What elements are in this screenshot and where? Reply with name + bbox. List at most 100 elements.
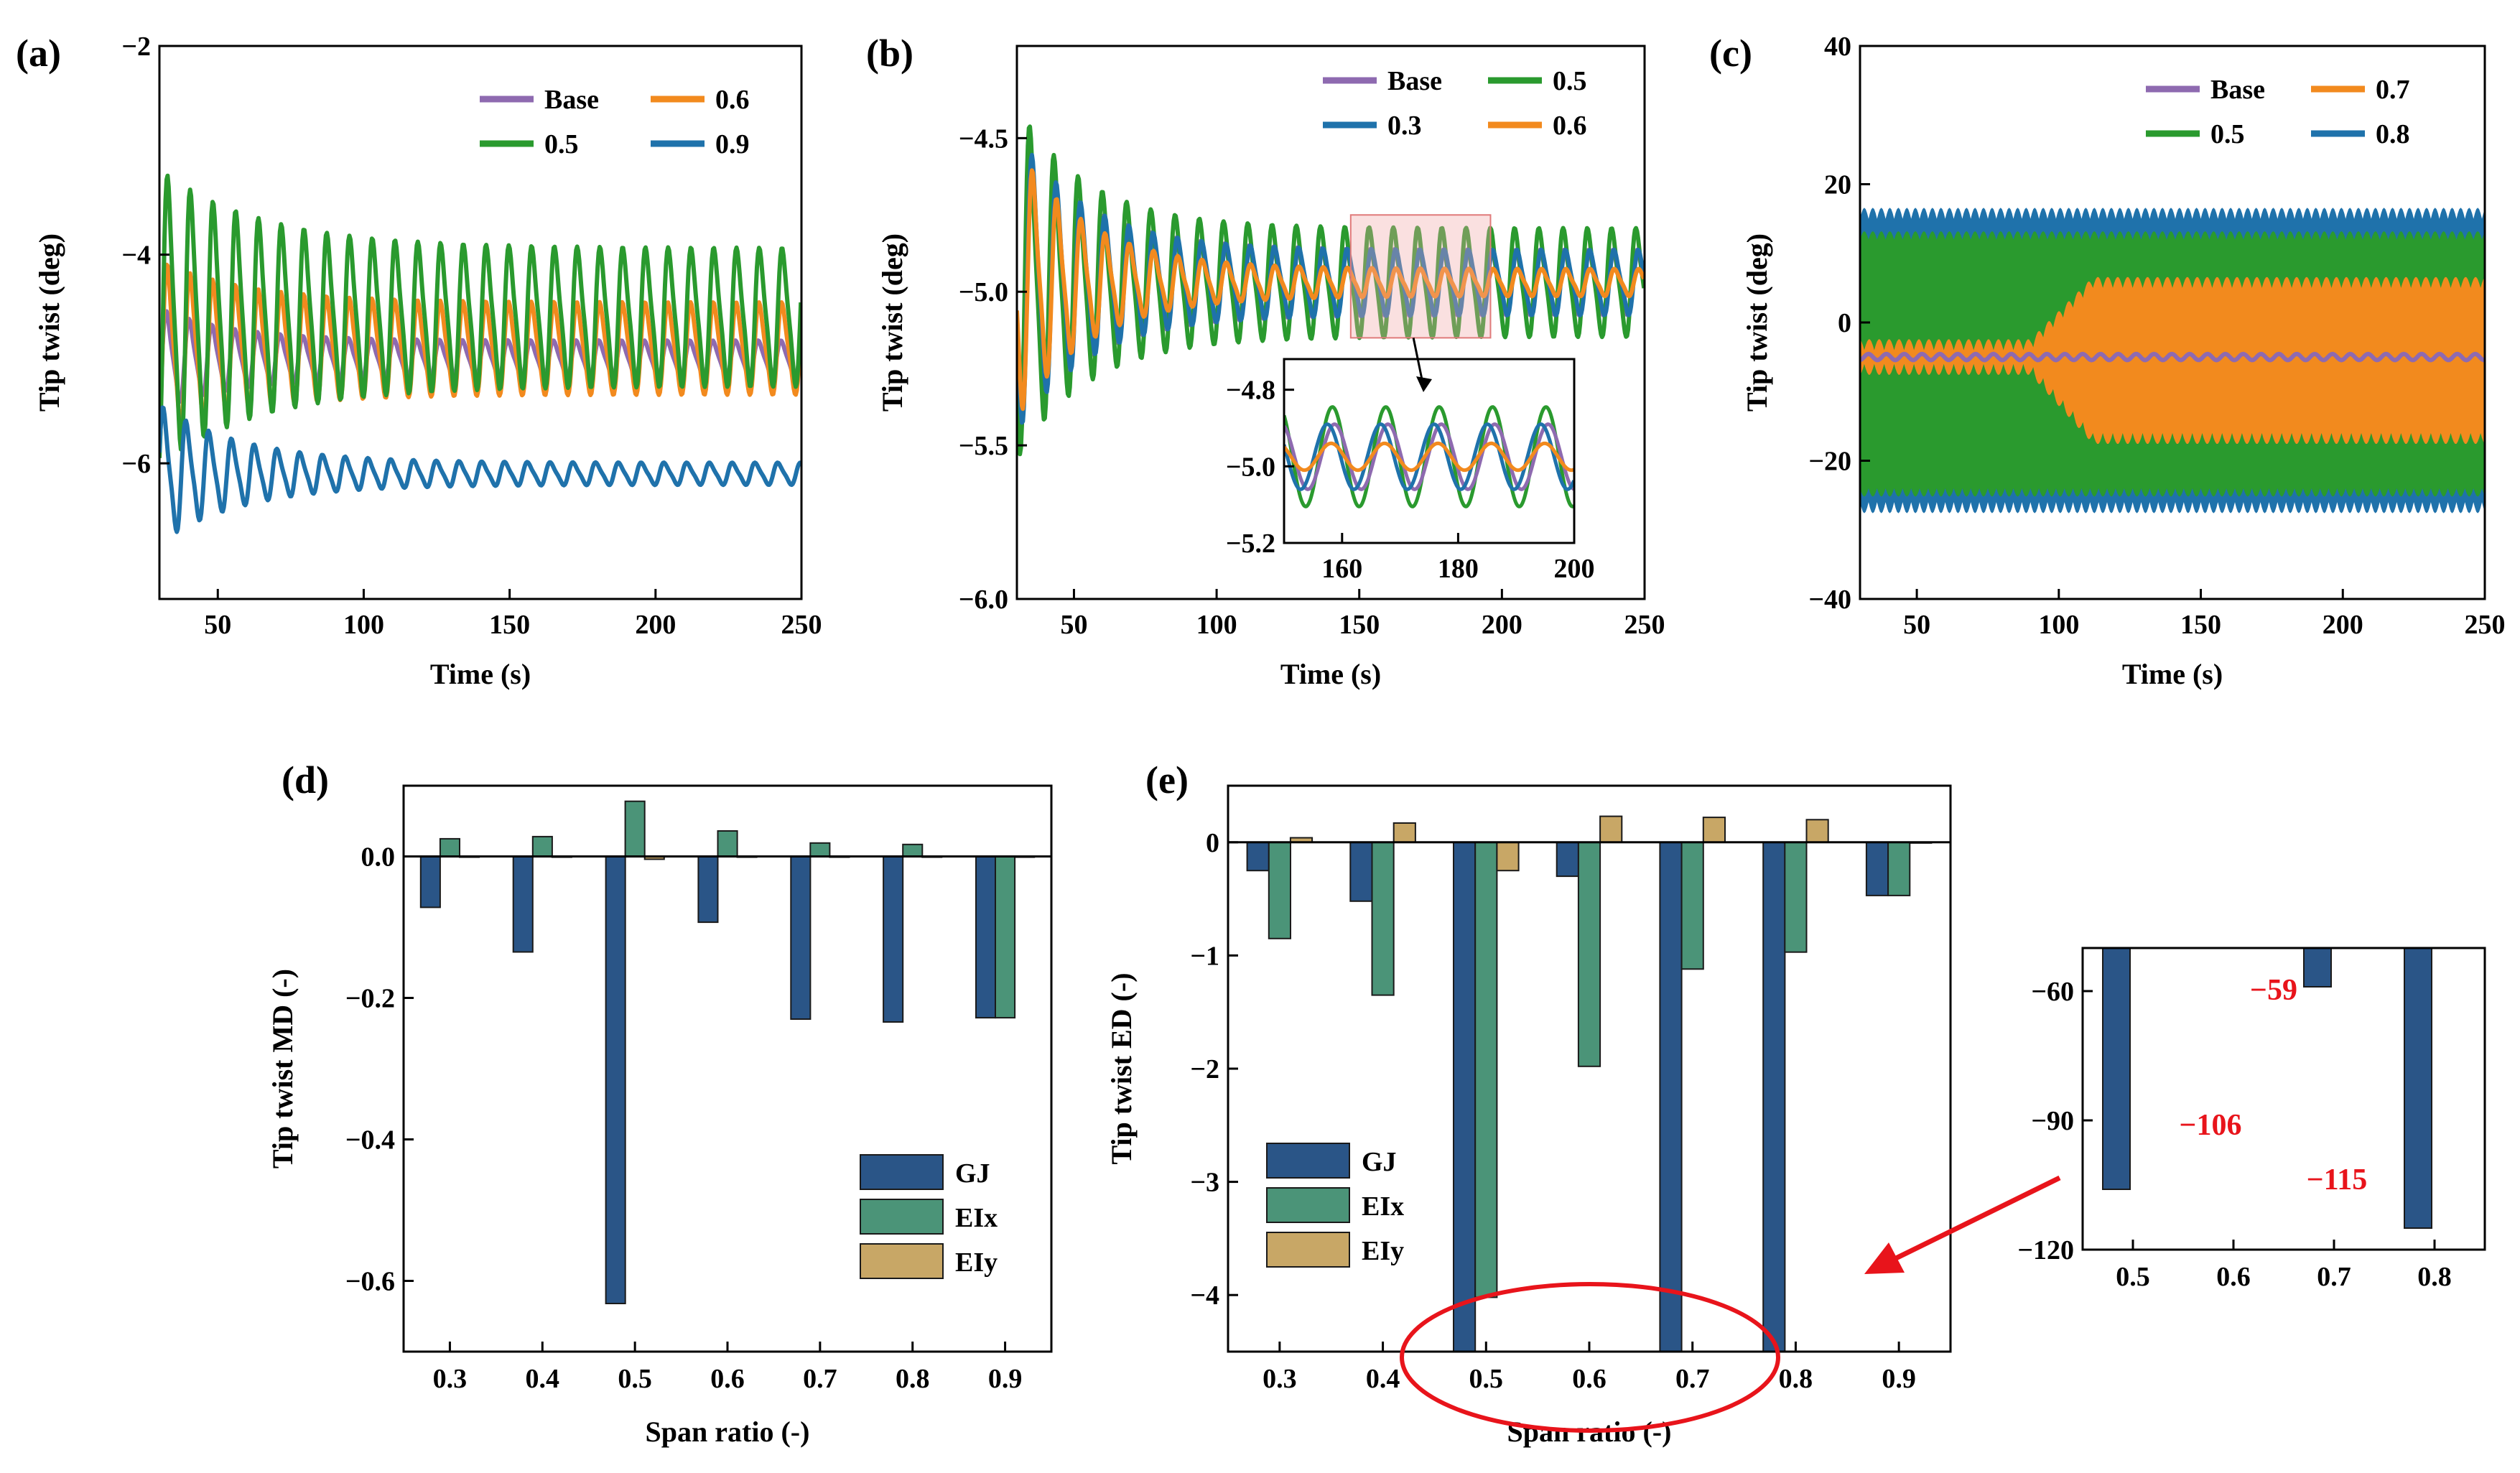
x-tick-label: 0.7: [2317, 1262, 2351, 1292]
legend-label-GJ: GJ: [955, 1158, 990, 1189]
bar-EIy-0.6: [1599, 815, 1623, 843]
legend-label-GJ: GJ: [1362, 1147, 1397, 1177]
legend-swatch-EIy: [1266, 1232, 1350, 1268]
x-tick-label: 200: [1482, 610, 1522, 640]
panel-a: 50 100 150 200 250 −2 −4 −6 Time (s) Tip twist (d…: [16, 32, 822, 690]
x-tick-label: 0.3: [433, 1364, 468, 1394]
series-group: [1860, 208, 2485, 514]
y-tick-label: −5.2: [1226, 529, 1275, 559]
panel-label: (d): [282, 758, 329, 801]
bar-EIx-0.4: [531, 835, 553, 858]
y-axis-label: Tip twist ED (-): [1105, 972, 1138, 1164]
x-tick-label: 250: [1624, 610, 1665, 640]
y-tick-label: 20: [1824, 170, 1851, 200]
bar-EIx-0.3: [1268, 841, 1292, 939]
x-tick-label: 0.5: [2116, 1262, 2150, 1292]
x-axis-label: Time (s): [2122, 658, 2223, 690]
panel-label: (b): [866, 32, 913, 75]
x-tick-label: 0.5: [618, 1364, 652, 1394]
bar-GJ-0.4: [1349, 841, 1373, 902]
bar-EIx-0.5: [1474, 841, 1498, 1298]
y-tick-label: −6.0: [959, 585, 1008, 615]
series-group: [159, 173, 801, 534]
red-arrow-head: [1864, 1242, 1905, 1274]
x-tick-label: 0.4: [1366, 1364, 1400, 1394]
bar-EIx-0.6: [1577, 841, 1601, 1067]
legend-label-EIy: EIy: [1362, 1236, 1404, 1266]
y-tick-label: −4.8: [1226, 376, 1275, 406]
y-tick-label: 0: [1838, 308, 1851, 338]
panel-label: (c): [1709, 32, 1752, 75]
x-tick-label: 50: [1903, 610, 1930, 640]
legend-label-EIx: EIx: [1362, 1191, 1404, 1222]
x-tick-label: 0.9: [988, 1364, 1023, 1394]
zoom-arrow-head: [1416, 376, 1432, 392]
y-axis-label: Tip twist (deg): [1741, 233, 1773, 412]
y-tick-label: −5.0: [959, 277, 1008, 307]
legend-swatch-GJ: [860, 1154, 944, 1190]
legend-swatch-GJ: [1266, 1143, 1350, 1179]
bar-EIx-0.9: [1887, 841, 1911, 896]
bar-EIx-0.6: [717, 830, 738, 858]
y-tick-label: −4: [1190, 1281, 1219, 1311]
series-line-0.6: [1017, 168, 1645, 412]
panel-label: (e): [1145, 758, 1189, 801]
bar-EIy-0.4: [1392, 822, 1416, 843]
y-tick-label: 40: [1824, 32, 1851, 62]
y-tick-label: −5.0: [1226, 452, 1275, 482]
x-tick-label: 100: [1196, 610, 1237, 640]
bar-EIx-0.5: [624, 800, 646, 858]
y-tick-label: −0.4: [345, 1125, 395, 1156]
x-tick-label: 50: [204, 610, 231, 640]
bar-GJ-0.6: [1556, 841, 1579, 878]
bar-EIx-0.8: [1784, 841, 1808, 953]
panel-label: (a): [16, 32, 61, 75]
y-tick-label: −90: [2031, 1106, 2074, 1136]
legend-swatch-EIx: [1266, 1187, 1350, 1223]
x-tick-label: 180: [1438, 554, 1479, 584]
bar-EIx-0.8: [902, 843, 924, 858]
x-tick-label: 200: [635, 610, 676, 640]
bar-EIy-0.5: [1496, 841, 1520, 872]
plot-frame: [2081, 947, 2486, 1251]
y-axis-label: Tip twist MD (-): [266, 969, 299, 1168]
inset-line-0.6: [1284, 441, 1574, 473]
legend-label-EIy: EIy: [955, 1247, 998, 1278]
x-tick-label: 0.3: [1263, 1364, 1297, 1394]
bars-group: [1246, 815, 1933, 1352]
y-tick-label: −4.5: [959, 124, 1008, 154]
y-tick-label: −2: [121, 32, 151, 62]
y-tick-label: −4: [121, 241, 151, 271]
plot-frame: [158, 45, 803, 600]
x-tick-label: 0.7: [1675, 1364, 1710, 1394]
plot-frame: [1283, 358, 1576, 544]
legend-swatch-EIx: [860, 1199, 944, 1235]
x-tick-label: 150: [489, 610, 530, 640]
bar-GJ-0.3: [419, 855, 441, 909]
series-line-0.9: [159, 405, 801, 534]
legend-swatch-EIy: [860, 1243, 944, 1279]
bar-EIx-0.3: [439, 837, 461, 858]
bar-GJ-0.8: [2404, 947, 2432, 1229]
x-tick-label: 250: [2465, 610, 2506, 640]
x-tick-label: 150: [1339, 610, 1380, 640]
y-tick-label: −0.6: [345, 1267, 395, 1297]
y-tick-label: −120: [2017, 1235, 2074, 1265]
bar-GJ-0.5: [2102, 947, 2131, 1190]
bar-EIx-0.7: [1680, 841, 1704, 970]
annotation-label-GJ-0.5: −106: [2180, 1109, 2242, 1142]
highlight-ellipse: [1400, 1282, 1780, 1433]
bar-EIy-0.8: [1805, 819, 1829, 843]
legend-label-0.6: 0.6: [715, 85, 750, 115]
legend-label-0.5: 0.5: [1553, 66, 1587, 96]
y-tick-label: −60: [2031, 977, 2074, 1007]
y-tick-label: 0.0: [361, 842, 396, 873]
x-tick-label: 0.4: [526, 1364, 560, 1394]
bar-GJ-0.8: [1762, 841, 1786, 1352]
legend-label-0.7: 0.7: [2376, 75, 2410, 105]
x-tick-label: 0.9: [1882, 1364, 1916, 1394]
legend-label-0.9: 0.9: [715, 129, 750, 159]
x-axis-label: Time (s): [1280, 658, 1381, 690]
bar-GJ-0.8: [883, 855, 904, 1023]
y-tick-label: −40: [1808, 585, 1851, 615]
